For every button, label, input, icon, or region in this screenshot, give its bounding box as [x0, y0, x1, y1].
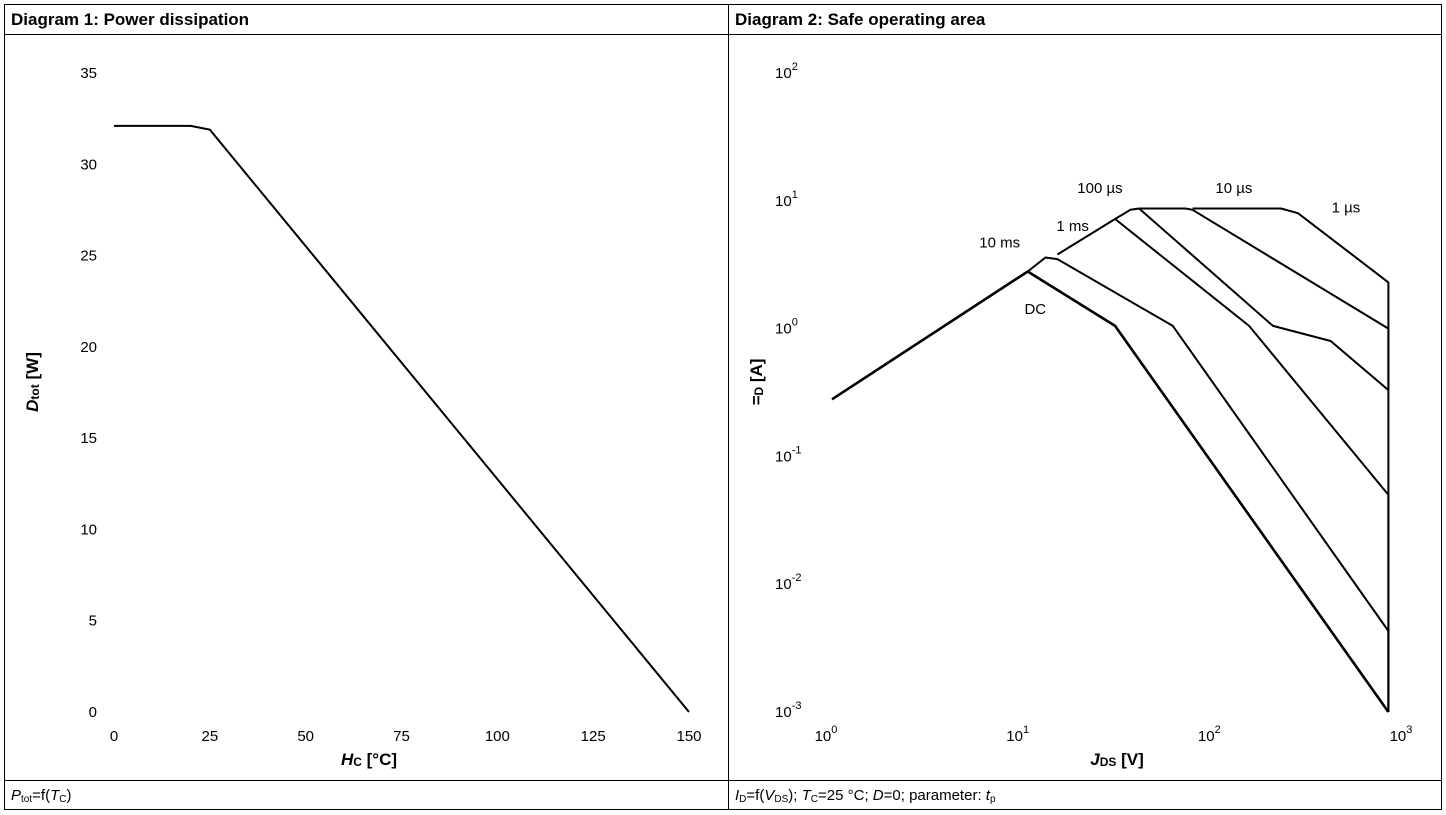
diagram2-series-line	[831, 270, 1390, 713]
diagram1-yaxis-label: Dtot [W]	[23, 352, 42, 412]
diagram1-ytick-label: 20	[80, 339, 97, 356]
diagram2-yaxis-label: =D [A]	[747, 359, 766, 406]
diagram1-ytick-label: 30	[80, 156, 97, 173]
diagram2-curve-label: 100 µs	[1077, 180, 1122, 197]
diagram1-xaxis-label: HC [°C]	[341, 750, 397, 769]
diagram1-xtick-label: 100	[485, 728, 510, 745]
diagram1-ytick-label: 25	[80, 248, 97, 265]
diagram2-xaxis-label: JDS [V]	[1090, 750, 1144, 769]
diagram2-xtick-label: 103	[1390, 724, 1413, 745]
diagram2-xtick-label: 101	[1006, 724, 1029, 745]
diagram1-xtick-label: 50	[297, 728, 314, 745]
diagram1-caption: Ptot=f(TC)	[11, 787, 72, 805]
diagram1-ytick-label: 5	[89, 613, 97, 630]
diagram1-ytick-label: 35	[80, 65, 97, 82]
diagram1-xtick-label: 0	[110, 728, 118, 745]
diagram2-curve-label: DC	[1024, 301, 1046, 318]
diagram2-curve-label: 1 µs	[1332, 199, 1361, 216]
diagram2-ytick-label: 10-3	[775, 700, 801, 721]
diagram1-ytick-label: 10	[80, 521, 97, 538]
diagram2-ytick-label: 10-2	[775, 572, 801, 593]
diagram2-curve-label: 1 ms	[1056, 218, 1089, 235]
diagram2-xtick-label: 102	[1198, 724, 1221, 745]
diagram1-xtick-label: 150	[676, 728, 701, 745]
diagram1-title: Diagram 1: Power dissipation	[11, 10, 250, 29]
diagram2-caption: ID=f(VDS); TC=25 °C; D=0; parameter: tp	[735, 787, 996, 805]
diagram2-ytick-label: 101	[775, 189, 798, 210]
diagram2-series-line	[1027, 256, 1390, 712]
diagram2-curve-label: 10 ms	[979, 235, 1020, 252]
diagram2-ytick-label: 102	[775, 61, 798, 82]
diagram1-series-line	[114, 124, 690, 713]
diagram1-ytick-label: 15	[80, 430, 97, 447]
datasheet-diagram-table: Diagram 1: Power dissipation Diagram 2: …	[4, 4, 1442, 810]
diagram1-xtick-label: 125	[581, 728, 606, 745]
diagram2-ytick-label: 10-1	[775, 444, 801, 465]
diagram2-series-line	[1139, 207, 1390, 391]
diagram2-series-line	[1056, 218, 1390, 712]
safe-operating-area-chart: 10-3 10-2 10-1 100 101 102 100 101 102 103 DC 10 …	[747, 61, 1413, 769]
diagram2-title: Diagram 2: Safe operating area	[735, 10, 986, 29]
caption-divider	[5, 780, 1441, 781]
diagram2-ytick-label: 100	[775, 317, 798, 338]
diagram1-xtick-label: 75	[393, 728, 410, 745]
header-divider	[5, 34, 1441, 35]
column-divider	[728, 5, 729, 809]
diagram2-series-line	[1114, 207, 1390, 712]
diagram2-curve-label: 10 µs	[1215, 180, 1252, 197]
diagram1-ytick-label: 0	[89, 704, 97, 721]
diagram2-series-line	[1192, 207, 1390, 391]
diagram1-xtick-label: 25	[201, 728, 218, 745]
diagram2-xtick-label: 100	[815, 724, 838, 745]
